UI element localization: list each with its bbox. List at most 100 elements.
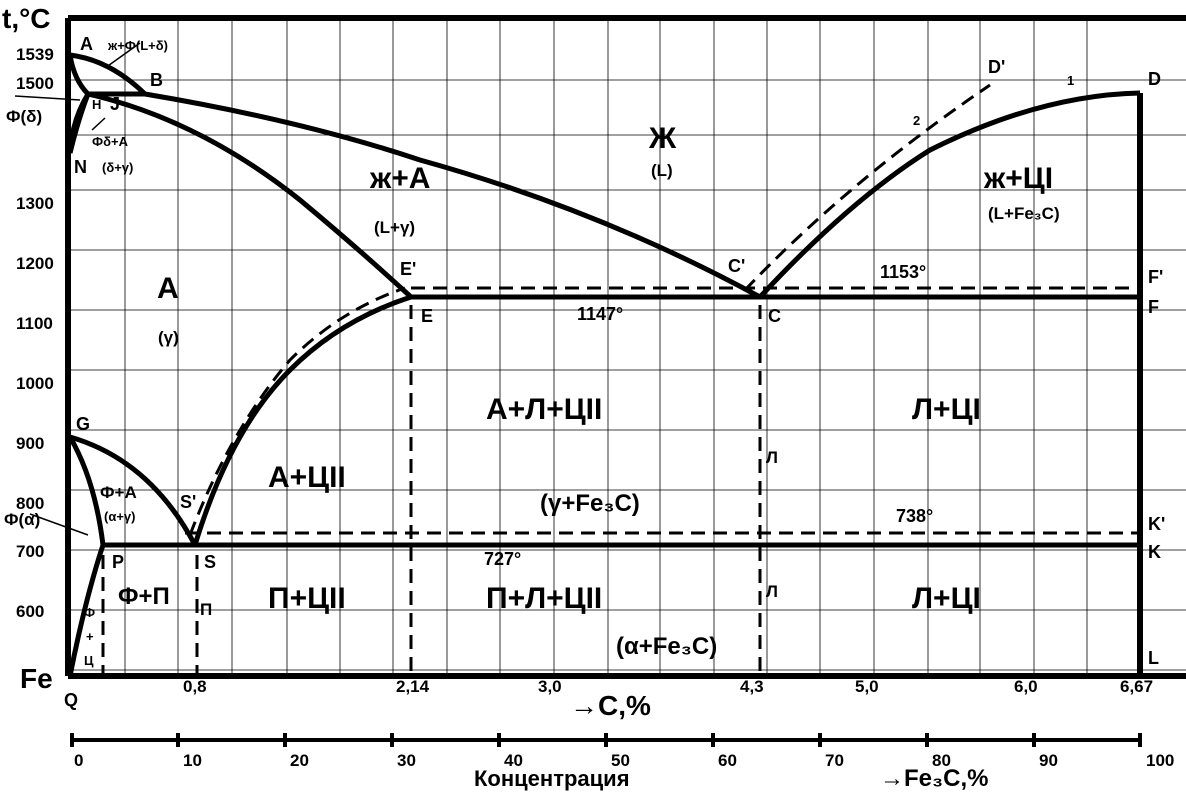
phase-led-cem-upper: Л+ЦI <box>912 393 981 426</box>
y-tick-1100: 1100 <box>16 314 53 333</box>
conc-tick-40: 40 <box>504 751 523 770</box>
line-gp <box>67 435 106 546</box>
point-s: S <box>204 552 216 572</box>
line-je <box>87 91 413 299</box>
phase-pearlite-led-cem: П+Л+ЦII <box>486 582 602 615</box>
phase-ferrite-delta: Ф(δ) <box>6 107 42 126</box>
phase-liquid: Ж <box>648 122 677 155</box>
phase-aus-led-cem: А+Л+ЦII <box>486 393 602 426</box>
y-tick-700: 700 <box>16 542 44 561</box>
pointer-lines <box>14 42 141 536</box>
x-tick-6-67: 6,67 <box>1120 677 1153 696</box>
dash-es-prime <box>188 286 406 536</box>
label-pi-small: П <box>200 600 212 619</box>
conc-tick-90: 90 <box>1039 751 1058 770</box>
x-tick-5-0: 5,0 <box>855 677 879 696</box>
solidus-ah <box>67 54 90 96</box>
point-a: A <box>80 34 93 54</box>
conc-tick-30: 30 <box>397 751 416 770</box>
phase-fer-cem-3: Ц <box>84 653 94 668</box>
grid <box>70 18 1186 676</box>
point-k: K <box>1148 542 1161 562</box>
x-tick-2-14: 2,14 <box>396 677 430 696</box>
temp-1153: 1153° <box>880 262 926 282</box>
dash-cd-prime <box>743 83 991 292</box>
phase-ferrite-pearlite: Ф+П <box>118 583 170 610</box>
line-pq <box>67 544 106 677</box>
y-axis-label: t,°C <box>2 3 51 34</box>
phase-aus-cem: А+ЦII <box>268 461 346 494</box>
phase-liquid-austenite-en: (L+γ) <box>374 218 415 237</box>
x-tick-6-0: 6,0 <box>1014 677 1038 696</box>
phase-fdelta-austenite-en: (δ+γ) <box>102 160 133 175</box>
phase-liquid-austenite: ж+А <box>369 162 430 195</box>
x-tick-0-8: 0,8 <box>183 677 207 696</box>
point-d: D <box>1148 69 1161 89</box>
point-s-prime: S' <box>180 492 196 512</box>
conc-tick-100: 100 <box>1146 751 1174 770</box>
point-j: J <box>110 94 120 114</box>
conc-tick-0: 0 <box>74 751 83 770</box>
conc-tick-80: 80 <box>932 751 951 770</box>
y-tick-900: 900 <box>16 434 44 453</box>
line-gs <box>69 434 198 547</box>
phase-fdelta-austenite: Фδ+А <box>92 134 129 149</box>
phase-liquid-cementite-en: (L+Fe₃C) <box>988 204 1060 223</box>
point-g: G <box>76 414 90 434</box>
y-tick-1500: 1500 <box>16 74 54 93</box>
y-tick-800: 800 <box>16 494 44 513</box>
line-es <box>192 294 412 546</box>
curve-label-2: 2 <box>913 113 920 128</box>
y-tick-600: 600 <box>16 602 44 621</box>
phase-gamma-fe3c: (γ+Fe₃C) <box>540 490 640 517</box>
conc-tick-20: 20 <box>290 751 309 770</box>
point-p: P <box>112 552 124 572</box>
phase-fer-cem-2: + <box>86 629 94 644</box>
y-tick-1200: 1200 <box>16 254 54 273</box>
liquidus-cd <box>758 90 1141 299</box>
y-tick-1300: 1300 <box>16 194 54 213</box>
liquidus-abc <box>69 52 762 300</box>
line-hn <box>67 92 91 154</box>
label-l-small-upper: Л <box>766 448 778 467</box>
point-c-prime: C' <box>728 256 745 276</box>
phase-ferrite-austenite: Ф+А <box>100 483 137 502</box>
phase-austenite: А <box>157 272 179 305</box>
y-tick-1539: 1539 <box>16 45 54 64</box>
x-tick-3-0: 3,0 <box>538 677 562 696</box>
frame <box>65 15 1186 679</box>
point-f: F <box>1148 297 1159 317</box>
phase-austenite-en: (γ) <box>158 328 179 347</box>
y-tick-1000: 1000 <box>16 374 54 393</box>
dashed-lines <box>101 83 1140 676</box>
point-n: N <box>74 157 87 177</box>
label-l-small-lower: Л <box>766 582 778 601</box>
phase-liquid-ferrite: ж+Ф(L+δ) <box>107 38 168 53</box>
point-f-prime: F' <box>1148 267 1163 287</box>
point-d-prime: D' <box>988 57 1005 77</box>
phase-led-cem-lower: Л+ЦI <box>912 582 981 615</box>
x-tick-4-3: 4,3 <box>740 677 764 696</box>
phase-fer-cem-1: Ф <box>84 605 95 620</box>
temp-1147: 1147° <box>577 304 623 324</box>
phase-alpha-fe3c: (α+Fe₃C) <box>616 633 717 660</box>
phase-ferrite-austenite-en: (α+γ) <box>104 509 135 524</box>
conc-tick-10: 10 <box>183 751 202 770</box>
point-b: B <box>150 70 163 90</box>
temp-738: 738° <box>896 506 933 526</box>
conc-tick-70: 70 <box>825 751 844 770</box>
conc-tick-50: 50 <box>611 751 630 770</box>
point-e: E <box>421 306 433 326</box>
point-k-prime: K' <box>1148 514 1165 534</box>
fe3c-label: →Fe₃C,% <box>880 765 988 792</box>
point-c: C <box>768 306 781 326</box>
phase-lines <box>67 52 1141 677</box>
point-e-prime: E' <box>400 259 416 279</box>
x-axis-label: →С,% <box>570 690 651 721</box>
conc-tick-60: 60 <box>718 751 737 770</box>
point-q: Q <box>64 690 78 710</box>
concentration-label: Концентрация <box>474 766 630 791</box>
point-l: L <box>1148 648 1159 668</box>
origin-label: Fe <box>20 663 53 694</box>
